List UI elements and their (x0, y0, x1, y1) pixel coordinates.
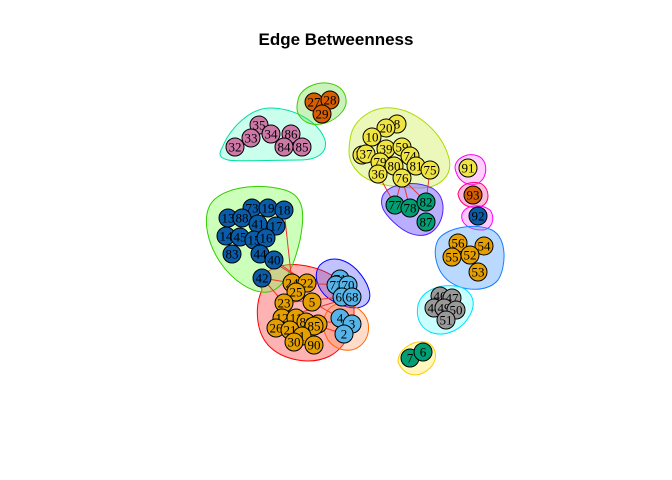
node-label: 33 (245, 131, 258, 146)
graph-node: 75 (421, 161, 439, 179)
node-label: 85 (296, 140, 309, 155)
graph-node: 78 (401, 199, 419, 217)
node-label: 29 (316, 107, 329, 122)
node-label: 82 (420, 195, 433, 210)
node-label: 5 (309, 295, 316, 310)
node-label: 18 (278, 203, 291, 218)
graph-node: 2 (335, 325, 353, 343)
node-label: 92 (472, 209, 485, 224)
graph-node: 30 (285, 333, 303, 351)
node-label: 55 (446, 250, 459, 265)
graph-node: 19 (259, 199, 277, 217)
node-label: 32 (229, 140, 242, 155)
graph-node: 51 (437, 311, 455, 329)
graph-node: 83 (223, 245, 241, 263)
node-label: 23 (278, 296, 291, 311)
graph-node: 40 (265, 251, 283, 269)
graph-node: 53 (469, 263, 487, 281)
node-label: 20 (380, 121, 393, 136)
graph-node: 82 (417, 193, 435, 211)
node-label: 84 (278, 140, 292, 155)
graph-node: 85 (293, 138, 311, 156)
node-label: 87 (420, 215, 434, 230)
node-label: 53 (472, 265, 485, 280)
node-label: 81 (410, 159, 423, 174)
graph-node: 52 (461, 246, 479, 264)
node-label: 36 (372, 167, 386, 182)
graph-node: 90 (305, 336, 323, 354)
node-label: 42 (256, 271, 269, 286)
node-label: 19 (262, 201, 275, 216)
graph-node: 10 (363, 128, 381, 146)
node-label: 90 (308, 338, 321, 353)
graph-node: 93 (464, 186, 482, 204)
node-label: 77 (389, 198, 403, 213)
node-label: 40 (268, 253, 281, 268)
node-label: 2 (341, 327, 348, 342)
graph-node: 29 (313, 105, 331, 123)
graph-node: 18 (275, 201, 293, 219)
node-label: 7 (407, 351, 414, 366)
graph-node: 33 (242, 129, 260, 147)
node-label: 76 (396, 171, 410, 186)
graph-node: 76 (393, 169, 411, 187)
graph-node: 92 (469, 207, 487, 225)
graph-node: 5 (303, 293, 321, 311)
node-label: 75 (424, 163, 437, 178)
graph-node: 55 (443, 248, 461, 266)
graph-node: 42 (253, 269, 271, 287)
graph-node: 91 (459, 159, 477, 177)
graph-node: 36 (369, 165, 387, 183)
node-label: 88 (236, 211, 249, 226)
graph-node: 84 (275, 138, 293, 156)
node-label: 68 (346, 290, 359, 305)
node-label: 6 (420, 345, 427, 360)
node-label: 16 (260, 231, 274, 246)
node-label: 30 (288, 335, 301, 350)
graph-node: 32 (226, 138, 244, 156)
node-label: 54 (478, 239, 492, 254)
node-label: 83 (226, 247, 239, 262)
node-label: 51 (440, 313, 453, 328)
node-label: 10 (366, 130, 379, 145)
node-label: 34 (265, 127, 279, 142)
graph-node: 16 (257, 229, 275, 247)
node-label: 45 (234, 230, 247, 245)
node-label: 52 (464, 248, 477, 263)
node-label: 78 (404, 201, 417, 216)
graph-node: 6 (414, 343, 432, 361)
node-label: 93 (467, 188, 480, 203)
graph-node: 87 (417, 213, 435, 231)
node-label: 91 (462, 161, 475, 176)
graph-node: 88 (233, 209, 251, 227)
graph-node: 68 (343, 288, 361, 306)
